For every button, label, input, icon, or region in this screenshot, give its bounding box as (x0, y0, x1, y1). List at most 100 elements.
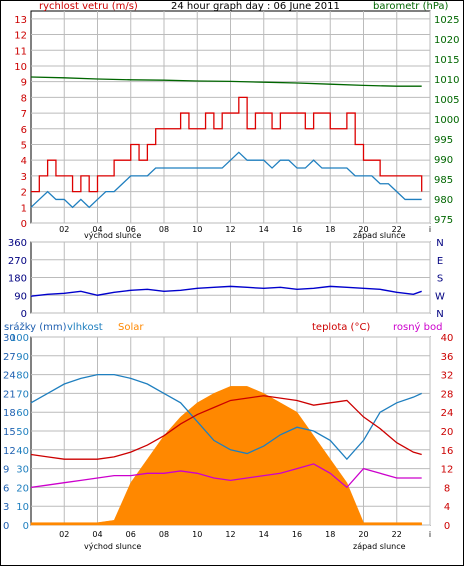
x-tick-label: 22 (392, 530, 402, 539)
weather-panel-series (30, 373, 422, 489)
barometer-tick-label: 975 (434, 215, 453, 226)
temperature-tick-label: 24 (441, 408, 454, 419)
x-tick-label: 10 (192, 225, 202, 234)
temperature-tick-label: 28 (441, 389, 454, 400)
direction-compass-label: N (436, 309, 443, 320)
temperature-tick-label: 0 (444, 521, 450, 532)
x-tick-label: 04 (92, 225, 102, 234)
wind-panel-series (30, 76, 423, 209)
temperature-tick-label: 20 (441, 427, 454, 438)
humidity-ticks: 0 10 20 30 40 50 60 70 80 90 100 (10, 333, 29, 532)
humidity-tick-label: 60 (16, 408, 29, 419)
rain-tick-label: 24 (3, 371, 16, 382)
barometer-tick-label: 995 (434, 135, 453, 146)
direction-compass-label: E (437, 256, 443, 267)
wind-speed-tick-label: 12 (14, 31, 27, 42)
humidity-tick-label: 0 (23, 521, 29, 532)
x-tick-label: 02 (59, 225, 69, 234)
sunrise-label-bottom: východ slunce (84, 542, 141, 551)
rain-tick-label: 21 (3, 389, 16, 400)
temperature-axis-title: teplota (°C) (312, 322, 370, 333)
x-tick-label: 16 (292, 225, 302, 234)
wind-direction-line (30, 285, 422, 297)
weather-panel-x-ticks: 02 04 06 08 10 12 14 16 18 20 22 i (59, 530, 431, 539)
wind-speed-tick-label: 4 (21, 156, 27, 167)
x-tick-label: 18 (325, 225, 335, 234)
direction-degree-label: 180 (8, 274, 27, 285)
x-tick-label: 04 (92, 530, 102, 539)
barometer-ticks: 975 980 985 990 995 1000 1005 1010 1015 1020 1025 (434, 15, 459, 226)
barometer-tick-label: 980 (434, 195, 453, 206)
temperature-tick-label: 32 (441, 371, 454, 382)
rain-tick-label: 27 (3, 352, 16, 363)
direction-compass-label: N (436, 238, 443, 249)
wind-speed-tick-label: 3 (21, 172, 27, 183)
barometer-tick-label: 1005 (434, 95, 459, 106)
x-tick-label: 14 (259, 530, 269, 539)
direction-degree-label: 270 (8, 256, 27, 267)
direction-degree-ticks: 0 90 180 270 360 (8, 238, 27, 320)
temperature-tick-label: 40 (441, 333, 454, 344)
wind-speed-tick-label: 8 (21, 93, 27, 104)
x-tick-label: 12 (225, 530, 235, 539)
x-tick-label: 22 (392, 225, 402, 234)
temperature-line (30, 395, 422, 460)
barometer-axis-title: barometr (hPa) (373, 1, 449, 12)
wind-speed-tick-label: 2 (21, 188, 27, 199)
sunset-label-bottom: západ slunce (353, 542, 406, 551)
rain-axis-title: srážky (mm) (4, 321, 67, 333)
barometer-tick-label: 1010 (434, 75, 459, 86)
humidity-tick-label: 20 (16, 483, 29, 494)
x-tick-label: 16 (292, 530, 302, 539)
dewpoint-line (30, 463, 422, 489)
direction-degree-label: 0 (21, 309, 27, 320)
wind-speed-tick-label: 1 (21, 203, 27, 214)
temperature-tick-label: 12 (441, 465, 454, 476)
temperature-tick-label: 4 (444, 502, 450, 513)
x-tick-label: 02 (59, 530, 69, 539)
rain-tick-label: 18 (3, 408, 16, 419)
humidity-tick-label: 30 (16, 465, 29, 476)
wind-speed-tick-label: 7 (21, 109, 27, 120)
x-tick-label: 20 (358, 225, 368, 234)
humidity-tick-label: 100 (10, 333, 29, 344)
direction-degree-label: 360 (8, 238, 27, 249)
humidity-tick-label: 40 (16, 446, 29, 457)
wind-speed-tick-label: 9 (21, 78, 27, 89)
barometer-tick-label: 1020 (434, 35, 459, 46)
temperature-tick-label: 16 (441, 446, 454, 457)
dewpoint-axis-title: rosný bod (393, 321, 442, 333)
barometer-line (30, 76, 422, 87)
x-tick-label: 18 (325, 530, 335, 539)
wind-average-line (30, 151, 422, 209)
x-tick-label: i (429, 530, 431, 539)
barometer-tick-label: 1025 (434, 15, 459, 26)
direction-compass-label: W (435, 291, 445, 302)
barometer-tick-label: 1000 (434, 115, 459, 126)
rain-tick-label: 12 (3, 446, 16, 457)
x-tick-label: 06 (126, 225, 136, 234)
wind-speed-tick-label: 11 (14, 46, 27, 57)
wind-speed-tick-label: 5 (21, 140, 27, 151)
sunset-label-top: západ slunce (353, 231, 406, 240)
x-tick-label: i (429, 225, 431, 234)
wind-panel-x-ticks: 02 04 06 08 10 12 14 16 18 20 22 i (59, 225, 431, 234)
direction-degree-label: 90 (14, 291, 27, 302)
solar-axis-title: Solar (118, 322, 144, 333)
wind-speed-tick-label: 0 (21, 219, 27, 230)
humidity-tick-label: 10 (16, 502, 29, 513)
rain-tick-label: 6 (3, 483, 9, 494)
barometer-tick-label: 990 (434, 155, 453, 166)
humidity-tick-label: 50 (16, 427, 29, 438)
sunrise-label-top: východ slunce (84, 231, 141, 240)
wind-speed-line (31, 96, 423, 193)
wind-speed-tick-label: 6 (21, 125, 27, 136)
rain-tick-label: 3 (3, 502, 9, 513)
x-tick-label: 06 (126, 530, 136, 539)
x-tick-label: 10 (192, 530, 202, 539)
solar-area (30, 386, 422, 526)
